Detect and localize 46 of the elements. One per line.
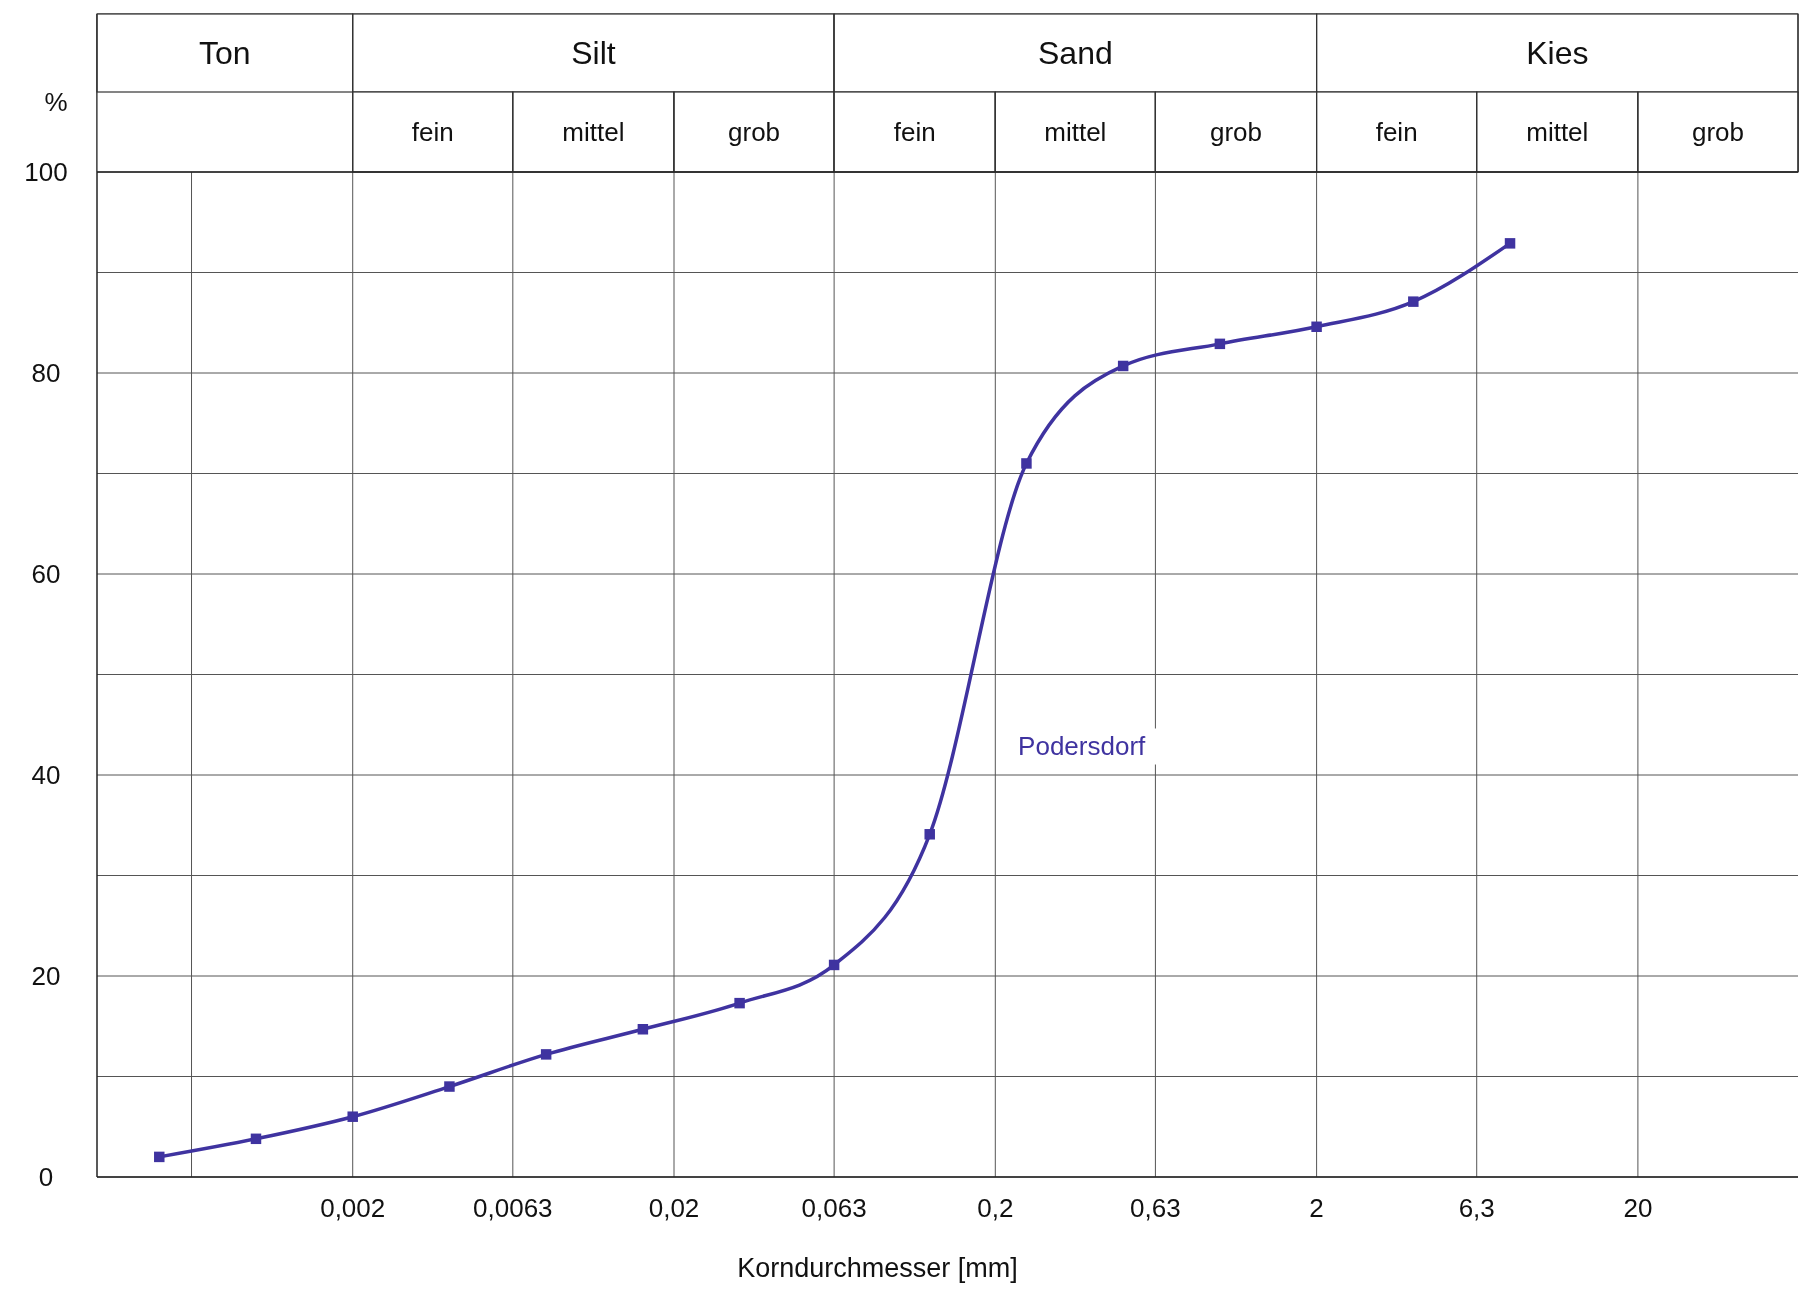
band-label: Ton: [199, 35, 251, 71]
point: [1504, 238, 1516, 249]
band-label: grob: [1209, 117, 1263, 147]
text: Podersdorf: [1018, 730, 1147, 761]
y-tick-label: 40: [31, 760, 61, 790]
x-tick-label: 6,3: [1458, 1193, 1495, 1223]
band-label: mittel: [1526, 117, 1589, 147]
band-label: Sand: [1037, 35, 1113, 71]
point: [1021, 458, 1032, 469]
x-tick-label: 0,002: [320, 1193, 386, 1223]
band-label: fein: [411, 117, 454, 147]
x-tick-label: 20: [1623, 1193, 1653, 1223]
point: [347, 1111, 358, 1122]
y-tick-label: 60: [31, 559, 61, 589]
x-tick-label: 0,63: [1130, 1193, 1181, 1223]
band-label: Silt: [571, 35, 616, 71]
y-tick-label: 100: [24, 157, 68, 187]
point: [444, 1081, 455, 1092]
band-label: fein: [1375, 117, 1418, 147]
y-tick-label: 80: [31, 358, 61, 388]
point: [1311, 321, 1322, 333]
point: [154, 1151, 165, 1163]
band-label: grob: [1691, 117, 1744, 147]
x-axis-title: Korndurchmesser [mm]: [737, 1253, 1018, 1283]
point: [637, 1024, 649, 1035]
band-label: Kies: [1526, 35, 1589, 71]
y-tick-label: 0: [38, 1162, 54, 1192]
point: [924, 829, 935, 840]
point: [1117, 360, 1129, 372]
x-tick-label: 0,02: [648, 1193, 700, 1223]
band-label: mittel: [562, 117, 625, 147]
x-tick-label: 2: [1309, 1193, 1324, 1223]
point: [540, 1049, 552, 1060]
point: [734, 997, 745, 1009]
x-tick-label: 0,063: [801, 1193, 867, 1223]
x-tick-label: 0,2: [977, 1193, 1014, 1223]
band-label: fein: [893, 117, 936, 147]
band-label: grob: [728, 117, 781, 147]
point: [250, 1133, 262, 1145]
y-tick-label: 20: [31, 961, 61, 991]
point: [1214, 338, 1226, 350]
y-axis-title: %: [44, 87, 68, 117]
point: [828, 959, 840, 971]
point: [1408, 296, 1419, 307]
x-tick-label: 0,0063: [473, 1193, 553, 1223]
band-label: mittel: [1044, 117, 1107, 147]
